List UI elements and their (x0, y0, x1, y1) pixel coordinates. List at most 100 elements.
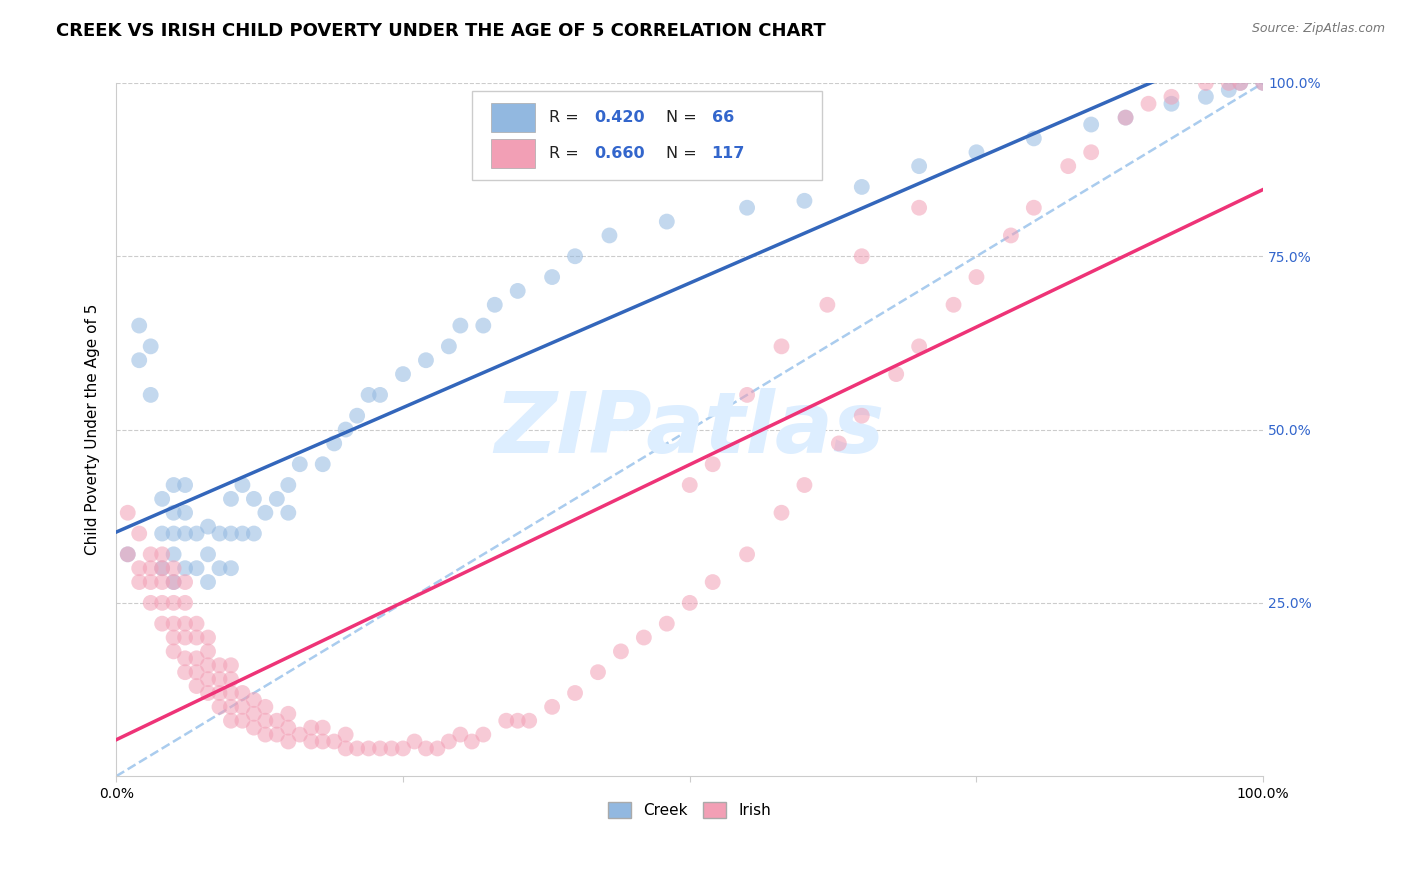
Point (815, 298, 838, 312)
Point (128, 526, 150, 541)
Point (655, 214, 678, 228)
Point (186, 631, 208, 645)
Point (851, 180, 873, 194)
Point (139, 596, 162, 610)
Point (231, 714, 253, 728)
Point (219, 714, 242, 728)
Point (219, 699, 242, 714)
Point (243, 526, 266, 541)
Point (1195, 76, 1218, 90)
Point (117, 547, 139, 561)
Point (186, 665, 208, 680)
Point (162, 575, 184, 590)
FancyBboxPatch shape (491, 139, 534, 169)
Point (357, 741, 380, 756)
Point (162, 547, 184, 561)
Point (368, 741, 391, 756)
Point (231, 686, 253, 700)
Text: ZIPatlas: ZIPatlas (495, 388, 884, 471)
Point (1057, 159, 1080, 173)
Point (1022, 131, 1045, 145)
Point (586, 665, 609, 680)
Point (655, 616, 678, 631)
Point (197, 686, 219, 700)
Point (231, 478, 253, 492)
Point (461, 734, 484, 748)
Point (277, 721, 299, 735)
Point (243, 491, 266, 506)
Point (186, 651, 208, 665)
Point (186, 561, 208, 575)
Point (162, 478, 184, 492)
Point (299, 734, 322, 748)
Point (162, 644, 184, 658)
Point (139, 547, 162, 561)
Point (174, 526, 197, 541)
Point (415, 353, 437, 368)
Point (884, 367, 907, 381)
Point (288, 728, 311, 742)
Point (495, 714, 517, 728)
Point (162, 575, 184, 590)
Point (174, 561, 197, 575)
Point (174, 665, 197, 680)
Point (679, 596, 702, 610)
Text: 0.420: 0.420 (595, 110, 645, 125)
Point (174, 575, 197, 590)
Point (357, 388, 380, 402)
Point (851, 409, 873, 423)
Point (266, 491, 288, 506)
Point (679, 478, 702, 492)
Point (1160, 90, 1182, 104)
Text: 66: 66 (711, 110, 734, 125)
Point (966, 145, 988, 160)
Point (1022, 201, 1045, 215)
Point (312, 721, 335, 735)
Point (197, 547, 219, 561)
Point (1080, 118, 1102, 132)
Point (117, 547, 139, 561)
Point (735, 201, 758, 215)
Point (415, 741, 437, 756)
Point (197, 519, 219, 533)
Point (162, 561, 184, 575)
Point (243, 721, 266, 735)
Point (219, 658, 242, 673)
Point (564, 686, 586, 700)
Point (472, 728, 495, 742)
Point (162, 596, 184, 610)
Point (472, 318, 495, 333)
Point (793, 194, 815, 208)
Y-axis label: Child Poverty Under the Age of 5: Child Poverty Under the Age of 5 (86, 304, 100, 555)
Point (828, 436, 851, 450)
Point (335, 741, 357, 756)
Point (541, 699, 564, 714)
Point (1251, 76, 1274, 90)
Point (1195, 90, 1218, 104)
Point (702, 575, 724, 590)
Point (219, 491, 242, 506)
Point (254, 506, 277, 520)
Point (150, 575, 173, 590)
Point (299, 721, 322, 735)
Point (186, 616, 208, 631)
Point (449, 728, 471, 742)
Text: Source: ZipAtlas.com: Source: ZipAtlas.com (1251, 22, 1385, 36)
Point (346, 409, 368, 423)
Point (437, 734, 460, 748)
Point (908, 201, 931, 215)
Point (197, 575, 219, 590)
Point (735, 388, 758, 402)
Point (1115, 111, 1137, 125)
Point (1000, 228, 1022, 243)
Point (323, 734, 346, 748)
Point (128, 353, 150, 368)
Point (735, 547, 758, 561)
Point (392, 741, 415, 756)
Point (243, 693, 266, 707)
Text: 0.660: 0.660 (595, 146, 645, 161)
Text: N =: N = (665, 110, 702, 125)
Point (702, 457, 724, 471)
Point (139, 575, 162, 590)
Point (942, 298, 965, 312)
